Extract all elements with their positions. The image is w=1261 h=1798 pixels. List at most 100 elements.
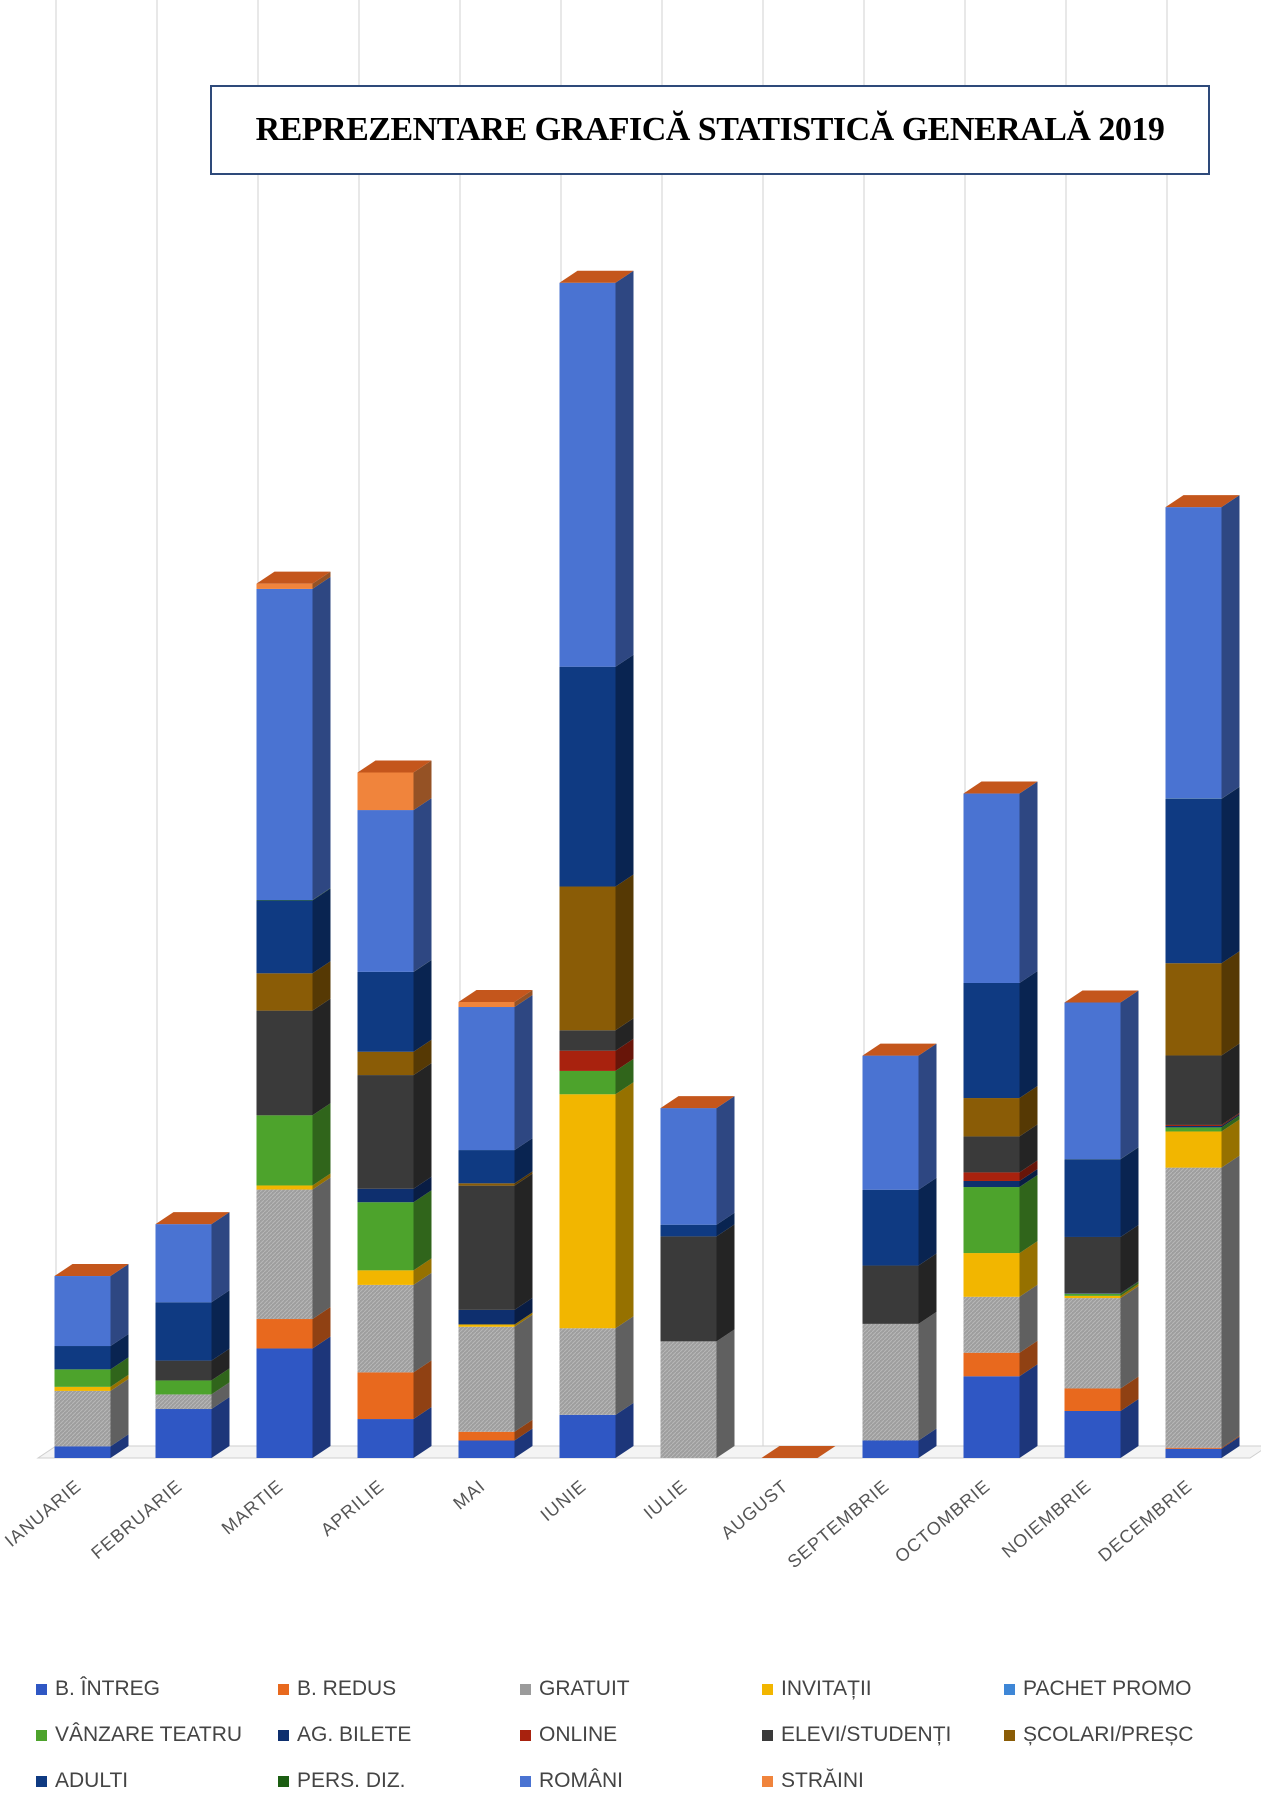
bar-segment-side: [312, 961, 331, 1011]
bar-segment: [357, 1270, 414, 1285]
bar-segment-side: [110, 1334, 129, 1370]
bar-segment: [1165, 1167, 1222, 1448]
legend-swatch: [1004, 1729, 1015, 1741]
bar-segment: [357, 1075, 414, 1189]
bar-segment-side: [312, 1177, 331, 1320]
bar-stack-decembrie: [1165, 495, 1240, 1458]
bar-stack-februarie: [155, 1212, 230, 1458]
bar-segment-side: [1120, 1224, 1139, 1294]
bar-segment: [357, 971, 414, 1052]
bar-segment-side: [918, 1311, 937, 1441]
bar-segment: [1064, 1410, 1121, 1458]
legend-label: ADULTI: [55, 1769, 129, 1792]
bar-stack-mai: [458, 989, 533, 1458]
bar-segment: [54, 1346, 111, 1370]
bar-segment-side: [413, 1063, 432, 1189]
bar-segment: [54, 1390, 111, 1447]
bar-segment: [1165, 1124, 1222, 1126]
bar-segment: [963, 1098, 1020, 1137]
bar-cap: [357, 760, 432, 773]
bar-segment-side: [110, 1357, 129, 1387]
bar-segment-side: [1019, 1340, 1038, 1377]
bar-segment: [458, 1440, 515, 1458]
bar-segment: [458, 1431, 515, 1441]
bar-segment: [256, 900, 313, 974]
bar-segment: [963, 1187, 1020, 1254]
bar-segment: [963, 1253, 1020, 1297]
bar-segment: [155, 1409, 212, 1458]
legend-item: ELEVI/STUDENȚI: [762, 1722, 1004, 1748]
bar-segment-side: [413, 1360, 432, 1420]
bar-segment: [1165, 963, 1222, 1056]
bar-cap: [660, 1096, 735, 1109]
bar-segment: [54, 1386, 111, 1391]
legend-item: PACHET PROMO: [1004, 1676, 1246, 1702]
bar-cap: [458, 989, 533, 1002]
bar-segment-side: [1120, 990, 1139, 1160]
bar-segment-side: [1221, 495, 1240, 799]
bar-segment-side: [514, 995, 533, 1151]
bar-segment: [559, 1070, 616, 1095]
bar-segment: [458, 1309, 515, 1325]
bar-segment-side: [312, 887, 331, 901]
bar-segment-side: [1221, 1436, 1240, 1458]
bar-segment-side: [918, 1253, 937, 1324]
bar-segment-side: [413, 760, 432, 811]
bar-segment: [559, 282, 616, 667]
bar-segment: [357, 810, 414, 972]
bar-segment: [155, 1380, 212, 1395]
bar-segment-side: [110, 1374, 129, 1391]
bar-segment-side: [413, 959, 432, 1052]
bar-segment: [862, 1323, 919, 1441]
bar-segment-side: [514, 1138, 533, 1184]
category-label: IUNIE: [537, 1476, 590, 1525]
bar-segment-side: [514, 1314, 533, 1432]
legend-label: ELEVI/STUDENȚI: [781, 1723, 952, 1746]
bar-segment-side: [1221, 1115, 1240, 1132]
bar-segment: [357, 1188, 414, 1203]
bar-segment-side: [514, 1297, 533, 1325]
bar-cap: [155, 1212, 230, 1225]
bar-segment-side: [413, 959, 432, 972]
legend-label: VÂNZARE TEATRU: [55, 1723, 243, 1746]
bar-segment-side: [1019, 781, 1038, 983]
category-label: SEPTEMBRIE: [784, 1476, 893, 1572]
bar-segment-side: [312, 576, 331, 900]
bar-segment: [256, 588, 313, 900]
legend-swatch: [278, 1729, 289, 1741]
bar-segment-side: [1221, 786, 1240, 964]
bar-segment-side: [110, 1434, 129, 1458]
bar-segment: [1064, 1388, 1121, 1411]
bar-segment-side: [1019, 1175, 1038, 1254]
bar-cap: [256, 571, 331, 584]
bar-segment-side: [1120, 1398, 1139, 1458]
bar-cap: [862, 1043, 937, 1056]
bar-segment-side: [110, 1264, 129, 1347]
bar-segment-side: [615, 270, 634, 667]
bar-segment-side: [312, 1173, 331, 1190]
bar-segment: [660, 1108, 717, 1225]
bar-segment-side: [312, 1336, 331, 1458]
bar-segment: [1064, 1002, 1121, 1160]
legend-swatch: [36, 1775, 47, 1787]
bar-segment: [1165, 1055, 1222, 1125]
bar-segment: [862, 1055, 919, 1190]
bar-segment-side: [1221, 1043, 1240, 1125]
bar-segment: [155, 1360, 212, 1381]
bar-segment: [458, 1185, 515, 1310]
bar-cap: [559, 270, 634, 283]
bar-segment-side: [413, 1272, 432, 1373]
bar-segment-side: [1019, 1241, 1038, 1297]
bar-segment: [963, 1136, 1020, 1173]
bar-segment: [357, 1372, 414, 1420]
bar-segment-side: [615, 1402, 634, 1458]
data-labels: 9503004001200840340100013401878505222012…: [64, 467, 1213, 1461]
bar-segment: [963, 1352, 1020, 1377]
category-label: APRILIE: [317, 1476, 388, 1540]
legend-item: PERS. DIZ.: [278, 1768, 520, 1794]
legend-item: GRATUIT: [520, 1676, 762, 1702]
legend-item: AG. BILETE: [278, 1722, 520, 1748]
bar-segment-side: [1019, 1086, 1038, 1137]
legend-swatch: [36, 1683, 47, 1695]
bar-cap: [761, 1446, 836, 1458]
